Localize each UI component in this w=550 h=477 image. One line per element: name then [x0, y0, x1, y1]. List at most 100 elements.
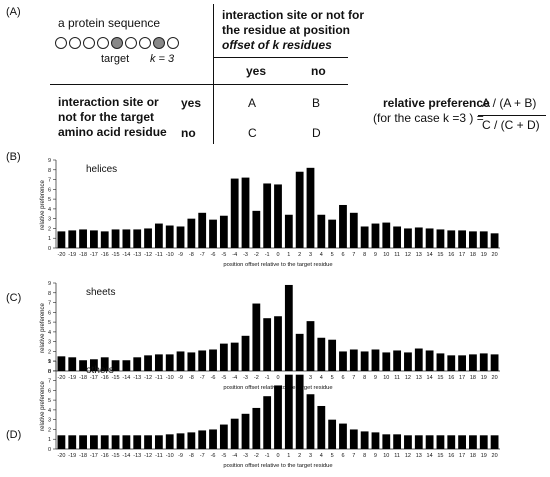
- bar: [339, 423, 347, 449]
- bar: [339, 204, 347, 248]
- bar: [425, 228, 434, 248]
- row-header-line1: interaction site or: [58, 95, 159, 109]
- x-tick-label: -8: [189, 375, 194, 381]
- bar: [284, 214, 293, 248]
- x-tick-label: -11: [155, 375, 163, 381]
- cell-a: A: [248, 96, 257, 110]
- bar: [111, 360, 120, 371]
- bar: [263, 183, 272, 248]
- bar: [79, 360, 87, 371]
- x-tick-label: 9: [374, 252, 377, 258]
- x-tick-label: -20: [57, 453, 65, 459]
- bar: [154, 223, 163, 248]
- column-no: no: [311, 64, 326, 78]
- x-tick-label: 20: [492, 453, 498, 459]
- x-tick-label: -13: [133, 375, 141, 381]
- bar: [263, 318, 272, 371]
- x-tick-label: 4: [320, 375, 323, 381]
- y-tick-label: 5: [48, 320, 51, 326]
- bar: [295, 171, 304, 248]
- bar: [57, 435, 66, 449]
- x-tick-label: -4: [232, 252, 237, 258]
- y-tick-label: 4: [48, 408, 51, 414]
- bar: [382, 352, 391, 371]
- bar: [458, 435, 466, 449]
- y-tick-label: 5: [48, 197, 51, 203]
- bar: [393, 350, 402, 371]
- bar: [458, 230, 466, 248]
- x-tick-label: 10: [383, 375, 389, 381]
- bar: [425, 435, 434, 449]
- x-tick-label: 3: [309, 453, 312, 459]
- chart-others: 0 1 2 3 4 5 6 7 8 9 -20 -19 -18 -17 -16 -15 -14 -13 -12 -11…: [48, 359, 500, 472]
- bar: [219, 424, 228, 449]
- bar: [414, 227, 423, 248]
- x-tick-label: 9: [374, 375, 377, 381]
- bar: [133, 357, 142, 371]
- x-tick-label: 10: [383, 252, 389, 258]
- bar: [458, 355, 466, 371]
- bar: [382, 434, 391, 449]
- bar: [263, 396, 272, 449]
- x-tick-label: -20: [57, 252, 65, 258]
- bar: [306, 167, 315, 248]
- x-tick-label: -6: [211, 252, 216, 258]
- bar: [198, 430, 207, 449]
- x-tick-label: -10: [166, 453, 174, 459]
- bar: [306, 321, 315, 371]
- bar: [328, 419, 337, 449]
- x-tick-label: -4: [232, 453, 237, 459]
- x-tick-label: 9: [374, 453, 377, 459]
- x-tick-label: -11: [155, 453, 163, 459]
- bar: [447, 435, 456, 449]
- y-tick-label: 1: [48, 236, 51, 242]
- x-tick-label: -8: [189, 252, 194, 258]
- bar: [490, 435, 499, 449]
- x-tick-label: 2: [298, 252, 301, 258]
- bar: [382, 222, 391, 248]
- y-tick-label: 6: [48, 310, 51, 316]
- x-tick-label: -3: [243, 375, 248, 381]
- x-axis-label: position offset relative to the target r…: [223, 262, 332, 268]
- bar: [57, 356, 66, 371]
- bar: [68, 357, 77, 371]
- x-tick-label: 17: [459, 252, 465, 258]
- x-tick-label: 3: [309, 375, 312, 381]
- bar: [154, 354, 163, 371]
- x-tick-label: 4: [320, 453, 323, 459]
- x-tick-label: -3: [243, 252, 248, 258]
- bar: [371, 432, 380, 449]
- x-tick-label: 8: [363, 375, 366, 381]
- row-header-line3: amino acid residue: [58, 125, 167, 139]
- bar: [436, 435, 445, 449]
- x-tick-label: 13: [416, 453, 422, 459]
- k-label: k = 3: [150, 53, 175, 65]
- x-tick-label: -8: [189, 453, 194, 459]
- x-tick-label: -16: [101, 375, 109, 381]
- column-header-line3: offset of k residues: [222, 38, 332, 52]
- bar: [144, 435, 152, 449]
- bar: [349, 349, 358, 371]
- bar: [479, 353, 488, 371]
- offset-residue-circle: [153, 37, 165, 49]
- bar: [122, 435, 131, 449]
- bar: [241, 335, 250, 371]
- x-tick-label: -11: [155, 252, 163, 258]
- x-tick-label: -16: [101, 252, 109, 258]
- cell-c: C: [248, 126, 257, 140]
- x-tick-label: -13: [133, 453, 141, 459]
- x-tick-label: -5: [221, 453, 226, 459]
- x-tick-label: 12: [405, 453, 411, 459]
- bar: [469, 354, 477, 371]
- x-tick-label: 15: [437, 375, 443, 381]
- x-tick-label: -14: [122, 375, 130, 381]
- y-tick-label: 0: [48, 246, 51, 252]
- bar: [198, 212, 207, 248]
- x-tick-label: 8: [363, 252, 366, 258]
- formula-line1: relative preference: [383, 96, 490, 110]
- x-tick-label: 16: [448, 252, 454, 258]
- x-tick-label: 20: [492, 375, 498, 381]
- x-tick-label: 6: [341, 453, 344, 459]
- x-tick-label: 18: [470, 453, 476, 459]
